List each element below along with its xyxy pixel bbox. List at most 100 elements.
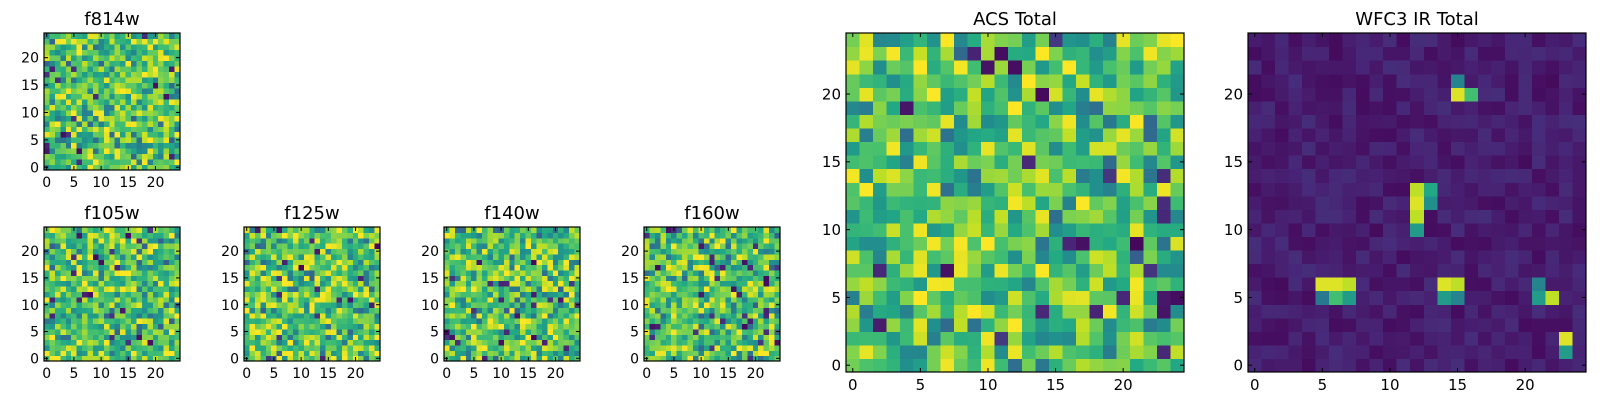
heatmap-cell <box>873 249 888 265</box>
heatmap-cell <box>65 126 72 133</box>
heatmap-cell <box>1129 60 1145 75</box>
heatmap-cell <box>1410 290 1425 305</box>
heatmap-cell <box>846 331 861 346</box>
heatmap-cell <box>147 285 154 292</box>
heatmap-cell <box>940 73 955 88</box>
heatmap-cell <box>1558 304 1574 319</box>
heatmap-cell <box>747 312 754 319</box>
heatmap-cell <box>1329 114 1344 129</box>
heatmap-cell <box>525 296 532 303</box>
heatmap-cell <box>163 248 170 255</box>
heatmap-cell <box>131 296 138 303</box>
heatmap-cell <box>482 275 489 282</box>
heatmap-cell <box>158 350 165 357</box>
heatmap-cell <box>109 291 116 298</box>
heatmap-cell <box>103 296 110 303</box>
heatmap-cell <box>152 76 159 83</box>
heatmap-cell <box>60 253 67 260</box>
heatmap-cell <box>981 33 996 48</box>
heatmap-cell <box>514 280 521 287</box>
heatmap-cell <box>92 153 99 160</box>
heatmap-cell <box>314 291 321 298</box>
heatmap-cell <box>547 323 554 330</box>
heatmap-cell <box>1315 331 1330 346</box>
heatmap-cell <box>120 87 127 94</box>
heatmap-cell <box>1048 236 1063 251</box>
heatmap-cell <box>1383 344 1398 360</box>
heatmap-cell <box>492 269 499 276</box>
heatmap-cell <box>460 264 467 271</box>
axes-frame <box>43 32 181 171</box>
heatmap-cell <box>1116 114 1131 129</box>
heatmap-cell <box>709 339 716 346</box>
heatmap-cell <box>1261 182 1276 197</box>
heatmap-cell <box>654 296 661 303</box>
heatmap-cell <box>487 355 494 362</box>
heatmap-cell <box>1518 249 1533 265</box>
heatmap-cell <box>147 153 154 160</box>
heatmap-cell <box>709 237 716 244</box>
heatmap-cell <box>98 339 105 346</box>
heatmap-cell <box>163 98 170 105</box>
heatmap-cell <box>260 355 267 362</box>
heatmap-cell <box>967 114 982 129</box>
heatmap-cell <box>71 307 78 314</box>
heatmap-cell <box>552 269 559 276</box>
heatmap-cell <box>120 65 127 72</box>
heatmap-cell <box>859 127 874 143</box>
heatmap-cell <box>174 227 181 233</box>
heatmap-cell <box>1075 277 1090 292</box>
heatmap-cell <box>731 307 738 314</box>
heatmap-cell <box>49 104 56 111</box>
heatmap-cell <box>1021 236 1036 251</box>
heatmap-cell <box>752 334 759 341</box>
heatmap-cell <box>1021 290 1036 305</box>
heatmap-cell <box>1410 344 1425 360</box>
heatmap-cell <box>731 259 738 266</box>
heatmap-cell <box>1369 46 1384 61</box>
heatmap-cell <box>265 280 272 287</box>
heatmap-cell <box>981 127 996 143</box>
heatmap-cell <box>769 312 776 319</box>
y-tick-label: 10 <box>421 298 439 314</box>
heatmap-cell <box>1302 168 1317 183</box>
heatmap-cell <box>249 227 256 233</box>
heatmap-cell <box>158 280 165 287</box>
heatmap-cell <box>141 159 148 166</box>
heatmap-cell <box>1342 277 1357 292</box>
heatmap-cell <box>1143 87 1158 102</box>
heatmap-cell <box>725 280 732 287</box>
heatmap-cell <box>374 280 381 287</box>
heatmap-cell <box>125 302 132 308</box>
heatmap-cell <box>886 290 901 305</box>
heatmap-cell <box>492 334 499 341</box>
heatmap-cell <box>1545 331 1560 346</box>
heatmap-cell <box>981 344 996 360</box>
heatmap-cell <box>665 302 672 308</box>
heatmap-cell <box>1248 209 1263 224</box>
heatmap-cells <box>44 227 181 362</box>
heatmap-cell <box>913 182 928 197</box>
heatmap-cell <box>103 159 110 166</box>
heatmap-cell <box>347 312 354 319</box>
heatmap-cell <box>1329 290 1344 305</box>
heatmap-cell <box>460 334 467 341</box>
heatmap-cell <box>954 249 969 265</box>
heatmap-cell <box>136 93 143 100</box>
heatmap-cell <box>703 328 710 335</box>
heatmap-cell <box>927 46 942 61</box>
heatmap-cell <box>1396 263 1411 278</box>
heatmap-cell <box>292 318 299 325</box>
heatmap-cell <box>509 237 516 244</box>
heatmap-cell <box>741 280 748 287</box>
heatmap-cell <box>676 328 683 335</box>
heatmap-cell <box>1170 195 1185 210</box>
x-tick-label: 15 <box>1448 376 1467 394</box>
heatmap-cell <box>254 328 261 335</box>
heatmap-cell <box>54 82 61 89</box>
heatmap-cell <box>649 264 656 271</box>
heatmap-cell <box>569 243 576 250</box>
heatmap-cell <box>54 54 61 61</box>
heatmap-cell <box>141 307 148 314</box>
heatmap-cell <box>1261 263 1276 278</box>
